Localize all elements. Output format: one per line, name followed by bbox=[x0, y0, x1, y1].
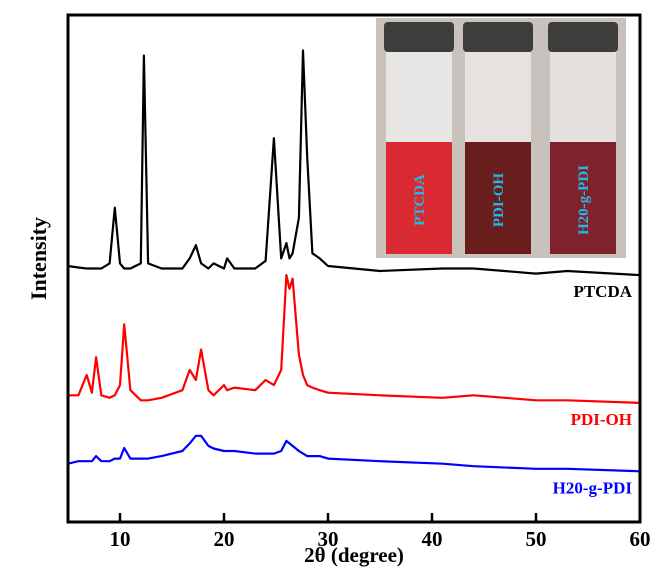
vial-glass bbox=[550, 52, 616, 142]
x-tick-label: 10 bbox=[110, 527, 131, 551]
vial-liquid bbox=[550, 142, 616, 254]
vial-label: PDI-OH bbox=[491, 173, 507, 227]
vial-label: H20-g-PDI bbox=[576, 165, 592, 235]
cap bbox=[548, 22, 618, 52]
vials bbox=[384, 22, 618, 254]
plot-frame bbox=[66, 13, 642, 524]
series-line bbox=[67, 49, 641, 277]
x-tick-label: 20 bbox=[214, 527, 235, 551]
x-tick-label: 40 bbox=[422, 527, 443, 551]
vial-label: PTCDA bbox=[412, 174, 428, 226]
vial-liquid bbox=[465, 142, 531, 254]
vial-glass bbox=[386, 52, 452, 142]
x-axis-label: 2θ (degree) bbox=[304, 543, 404, 567]
series-line bbox=[67, 434, 641, 473]
vial-liquid bbox=[386, 142, 452, 254]
y-axis-label: Intensity bbox=[26, 217, 51, 300]
cap bbox=[384, 22, 454, 52]
series-label: PTCDA bbox=[573, 282, 632, 301]
cap bbox=[463, 22, 533, 52]
x-tick-label: 60 bbox=[630, 527, 651, 551]
series-line bbox=[68, 274, 641, 404]
x-tick-label: 50 bbox=[526, 527, 547, 551]
series-label: H20-g-PDI bbox=[553, 478, 633, 497]
x-tick-label: 30 bbox=[318, 527, 339, 551]
vial-glass bbox=[465, 52, 531, 142]
series-label: PDI-OH bbox=[571, 410, 632, 429]
inset-photo: PTCDA PDI-OH H20-g-PDI bbox=[376, 18, 626, 258]
